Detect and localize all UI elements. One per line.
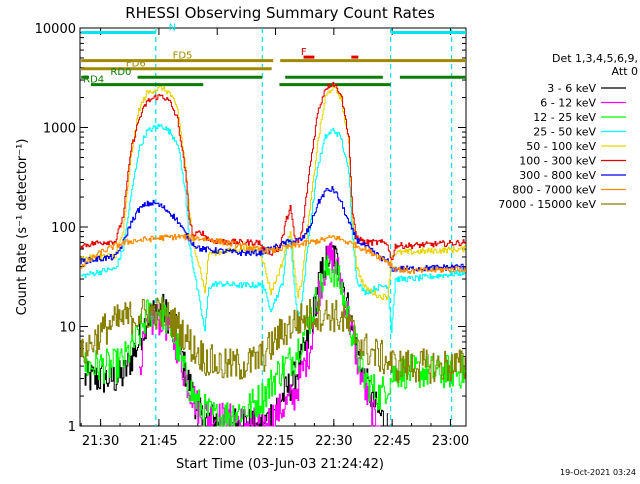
y-axis-label: Count Rate (s⁻¹ detector⁻¹)	[15, 139, 30, 316]
flag-label: FD5	[173, 51, 193, 62]
x-tick-label: 23:00	[432, 434, 469, 449]
legend: Det 1,3,4,5,6,9, Att 0 3 - 6 keV 6 - 12 k…	[498, 52, 638, 211]
y-tick-label: 1	[68, 420, 76, 435]
x-tick-label: 22:45	[373, 434, 410, 449]
x-tick-label: 22:00	[198, 434, 235, 449]
flag-label: FD6	[126, 59, 146, 70]
series-line	[80, 123, 466, 334]
legend-entry-label: 300 - 800 keV	[519, 169, 596, 182]
legend-entry-label: 12 - 25 keV	[533, 111, 596, 124]
y-tick-label: 10000	[35, 22, 76, 37]
series-line	[80, 233, 466, 274]
series-lines	[80, 81, 466, 427]
legend-entry-label: 25 - 50 keV	[533, 126, 596, 139]
legend-entry-label: 7000 - 15000 keV	[498, 198, 596, 211]
legend-entry-label: 3 - 6 keV	[547, 82, 596, 95]
y-tick-label: 1000	[43, 122, 76, 137]
footer-date: 19-Oct-2021 03:24	[560, 468, 636, 477]
y-tick-label: 10	[59, 321, 76, 336]
x-tick-label: 21:45	[140, 434, 177, 449]
chart-title: RHESSI Observing Summary Count Rates	[125, 4, 435, 22]
time-markers	[155, 28, 453, 426]
x-axis-label: Start Time (03-Jun-03 21:24:42)	[176, 457, 384, 472]
legend-title-line-2: Att 0	[612, 65, 638, 78]
y-tick-label: 100	[51, 221, 76, 236]
flag-label: RD4	[83, 75, 104, 86]
x-tick-label: 22:30	[315, 434, 352, 449]
legend-title-line-1: Det 1,3,4,5,6,9,	[552, 52, 638, 65]
flag-label: F	[301, 47, 307, 58]
x-tick-label: 22:15	[257, 434, 294, 449]
x-tick-label: 21:30	[82, 434, 119, 449]
flag-label: N	[169, 23, 176, 34]
flag-label: RD0	[110, 67, 131, 78]
legend-entry-label: 800 - 7000 keV	[512, 184, 596, 197]
y-axis: 1 10 100 1000 10000	[35, 22, 466, 435]
legend-entry-label: 6 - 12 keV	[540, 97, 596, 110]
series-line	[80, 83, 466, 300]
legend-entry-label: 100 - 300 keV	[519, 155, 596, 168]
series-line	[84, 243, 389, 427]
series-line	[80, 186, 466, 272]
series-line	[80, 297, 466, 384]
legend-entry-label: 50 - 100 keV	[526, 140, 596, 153]
